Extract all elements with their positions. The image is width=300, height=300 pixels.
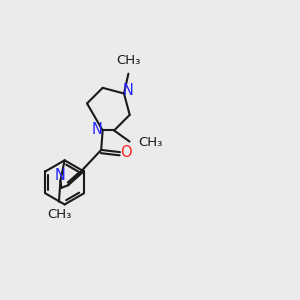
Text: N: N [55,168,66,183]
Text: O: O [121,145,132,160]
Text: CH₃: CH₃ [116,54,141,67]
Text: N: N [123,83,134,98]
Text: CH₃: CH₃ [138,136,163,149]
Text: CH₃: CH₃ [47,208,71,221]
Text: N: N [91,122,102,136]
